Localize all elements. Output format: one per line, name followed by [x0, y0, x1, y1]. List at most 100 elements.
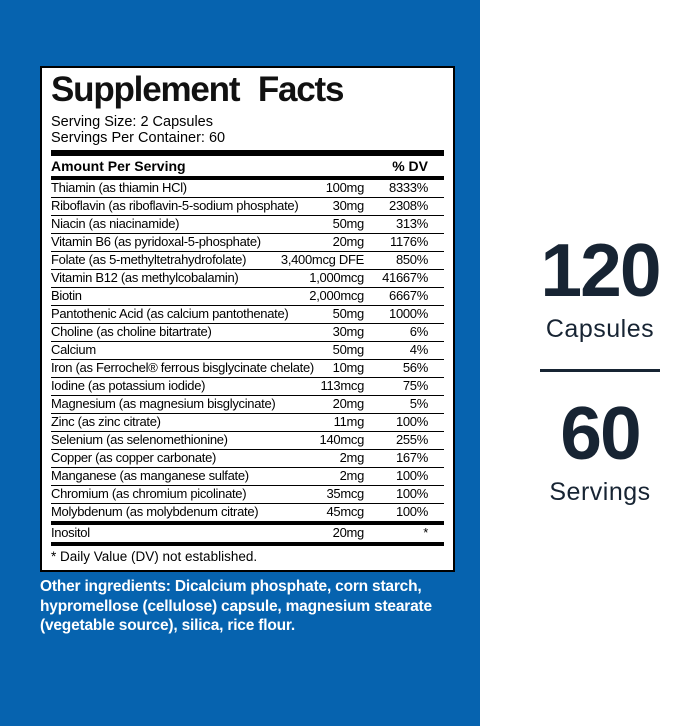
- inositol-row: Inositol 20mg *: [51, 525, 444, 542]
- nutrient-amount: 113mcg: [320, 378, 365, 394]
- nutrient-name: Vitamin B6 (as pyridoxal-5-phosphate): [51, 234, 261, 250]
- nutrient-dv: 75%: [402, 378, 428, 394]
- nutrient-name: Zinc (as zinc citrate): [51, 414, 161, 430]
- nutrient-name: Copper (as copper carbonate): [51, 450, 217, 466]
- nutrient-dv: 8333%: [389, 180, 428, 196]
- nutrient-amount: 2mg: [339, 468, 365, 484]
- nutrient-dv: 100%: [395, 468, 428, 484]
- nutrient-row: Zinc (as zinc citrate) 11mg 100%: [51, 412, 444, 431]
- nutrient-name: Chromium (as chromium picolinate): [51, 486, 247, 502]
- nutrient-amount: 50mg: [332, 342, 365, 358]
- serving-count-label: Servings: [549, 478, 651, 506]
- nutrient-amount: 3,400mcg DFE: [280, 252, 364, 268]
- nutrient-dv: 1000%: [389, 306, 428, 322]
- nutrient-row: Molybdenum (as molybdenum citrate) 45mcg…: [51, 502, 444, 521]
- nutrient-row: Niacin (as niacinamide) 50mg 313%: [51, 214, 444, 233]
- nutrient-name: Choline (as choline bitartrate): [51, 324, 212, 340]
- serving-count: 60: [560, 391, 641, 475]
- count-panel: 120 Capsules 60 Servings: [518, 233, 679, 505]
- nutrient-dv: 56%: [402, 360, 428, 376]
- serving-size: Serving Size: 2 Capsules: [51, 113, 213, 130]
- nutrient-amount: 2mg: [339, 450, 365, 466]
- nutrient-dv: 6%: [409, 324, 429, 340]
- count-divider-line: [540, 369, 660, 372]
- dv-footnote: * Daily Value (DV) not established.: [51, 548, 258, 564]
- nutrient-name: Vitamin B12 (as methylcobalamin): [51, 270, 239, 286]
- nutrient-row: Iodine (as potassium iodide) 113mcg 75%: [51, 376, 444, 395]
- table-header: Amount Per Serving % DV: [51, 156, 444, 176]
- nutrient-dv: 2308%: [389, 198, 428, 214]
- nutrient-dv: 167%: [395, 450, 428, 466]
- nutrient-amount: 1,000mcg: [309, 270, 364, 286]
- capsule-count: 120: [540, 228, 661, 312]
- nutrient-amount: 10mg: [332, 360, 365, 376]
- nutrient-name: Niacin (as niacinamide): [51, 216, 180, 232]
- nutrient-amount: 30mg: [332, 198, 365, 214]
- nutrient-dv: 1176%: [389, 234, 428, 250]
- nutrient-row: Calcium 50mg 4%: [51, 340, 444, 359]
- nutrient-amount: 140mcg: [319, 432, 365, 448]
- servings-per-container: Servings Per Container: 60: [51, 129, 226, 146]
- nutrient-dv: 100%: [395, 504, 428, 520]
- nutrient-row: Copper (as copper carbonate) 2mg 167%: [51, 448, 444, 467]
- nutrient-row: Choline (as choline bitartrate) 30mg 6%: [51, 322, 444, 341]
- nutrient-table: Thiamin (as thiamin HCl) 100mg 8333% Rib…: [51, 180, 444, 521]
- divider-bar-above-inositol: [51, 520, 444, 525]
- nutrient-dv: 313%: [395, 216, 428, 232]
- nutrient-row: Folate (as 5-methyltetrahydrofolate) 3,4…: [51, 250, 444, 269]
- nutrient-name: Iodine (as potassium iodide): [51, 378, 206, 394]
- nutrient-name: Molybdenum (as molybdenum citrate): [51, 504, 259, 520]
- nutrient-name: Iron (as Ferrochel® ferrous bisglycinate…: [51, 360, 314, 376]
- nutrient-amount: 35mcg: [326, 486, 364, 502]
- nutrient-dv: 100%: [395, 414, 428, 430]
- nutrient-row: Thiamin (as thiamin HCl) 100mg 8333%: [51, 180, 444, 197]
- nutrient-name: Magnesium (as magnesium bisglycinate): [51, 396, 276, 412]
- nutrient-row: Pantothenic Acid (as calcium pantothenat…: [51, 304, 444, 323]
- nutrient-row: Manganese (as manganese sulfate) 2mg 100…: [51, 466, 444, 485]
- nutrient-dv: 41667%: [382, 270, 428, 286]
- nutrient-row: Selenium (as selenomethionine) 140mcg 25…: [51, 430, 444, 449]
- nutrient-dv: 255%: [395, 432, 428, 448]
- nutrient-amount: 100mg: [325, 180, 365, 196]
- nutrient-amount: 2,000mcg: [309, 288, 364, 304]
- nutrient-row: Vitamin B6 (as pyridoxal-5-phosphate) 20…: [51, 232, 444, 251]
- nutrient-name: Pantothenic Acid (as calcium pantothenat…: [51, 306, 289, 322]
- nutrient-row: Riboflavin (as riboflavin-5-sodium phosp…: [51, 196, 444, 215]
- nutrient-dv: 100%: [395, 486, 428, 502]
- nutrient-row: Vitamin B12 (as methylcobalamin) 1,000mc…: [51, 268, 444, 287]
- nutrient-row: Iron (as Ferrochel® ferrous bisglycinate…: [51, 358, 444, 377]
- nutrient-amount: 50mg: [332, 216, 365, 232]
- nutrient-dv: *: [423, 525, 428, 541]
- divider-bar-header: [51, 175, 444, 180]
- nutrient-name: Manganese (as manganese sulfate): [51, 468, 249, 484]
- nutrient-dv: 4%: [409, 342, 429, 358]
- nutrient-dv: 6667%: [389, 288, 428, 304]
- nutrient-name: Biotin: [51, 288, 82, 304]
- nutrient-row: Biotin 2,000mcg 6667%: [51, 286, 444, 305]
- amount-per-serving-header: Amount Per Serving: [51, 157, 186, 174]
- nutrient-amount: 20mg: [332, 234, 365, 250]
- dv-header: % DV: [392, 157, 428, 174]
- other-ingredients: Other ingredients: Dicalcium phosphate, …: [40, 578, 432, 634]
- nutrient-name: Folate (as 5-methyltetrahydrofolate): [51, 252, 247, 268]
- nutrient-name: Calcium: [51, 342, 96, 358]
- supplement-facts-panel: Supplement Facts Serving Size: 2 Capsule…: [40, 66, 455, 572]
- capsule-count-label: Capsules: [545, 315, 655, 343]
- nutrient-amount: 20mg: [332, 396, 365, 412]
- nutrient-amount: 45mcg: [326, 504, 364, 520]
- nutrient-amount: 20mg: [332, 525, 365, 541]
- nutrient-row: Chromium (as chromium picolinate) 35mcg …: [51, 484, 444, 503]
- nutrient-amount: 50mg: [332, 306, 365, 322]
- nutrient-amount: 30mg: [332, 324, 365, 340]
- nutrient-row: Magnesium (as magnesium bisglycinate) 20…: [51, 394, 444, 413]
- divider-bar-top: [51, 149, 444, 156]
- nutrient-name: Inositol: [51, 525, 90, 541]
- panel-title: Supplement Facts: [51, 70, 344, 109]
- nutrient-dv: 850%: [395, 252, 428, 268]
- nutrient-name: Riboflavin (as riboflavin-5-sodium phosp…: [51, 198, 299, 214]
- divider-bar-below-inositol: [51, 541, 444, 546]
- nutrient-name: Selenium (as selenomethionine): [51, 432, 228, 448]
- nutrient-name: Thiamin (as thiamin HCl): [51, 180, 187, 196]
- nutrient-dv: 5%: [409, 396, 429, 412]
